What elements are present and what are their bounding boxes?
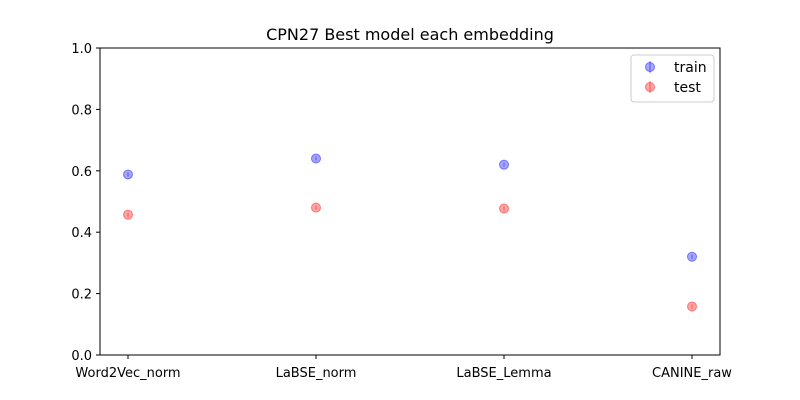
y-axis: 0.0 0.2 0.4 0.6 0.8 1.0 xyxy=(71,42,100,364)
y-tick-label: 0.8 xyxy=(71,103,92,118)
x-tick-label: CANINE_raw xyxy=(652,366,732,381)
y-tick-label: 0.4 xyxy=(71,226,92,241)
x-tick-label: LaBSE_norm xyxy=(276,366,357,381)
y-tick-label: 0.0 xyxy=(71,349,92,364)
plot-area-frame xyxy=(99,47,721,356)
chart-title: CPN27 Best model each embedding xyxy=(266,25,554,44)
legend-label-test: test xyxy=(674,80,701,96)
legend-label-train: train xyxy=(674,60,707,76)
y-tick-label: 0.6 xyxy=(71,165,92,180)
y-tick-label: 0.2 xyxy=(71,288,92,303)
data-points xyxy=(123,153,697,312)
legend-frame xyxy=(630,54,715,103)
x-axis: Word2Vec_norm LaBSE_norm LaBSE_Lemma CANINE… xyxy=(75,355,732,381)
x-tick-label: Word2Vec_norm xyxy=(75,366,180,381)
y-tick-label: 1.0 xyxy=(71,42,92,57)
x-tick-label: LaBSE_Lemma xyxy=(456,366,551,381)
legend: train test xyxy=(630,54,715,103)
